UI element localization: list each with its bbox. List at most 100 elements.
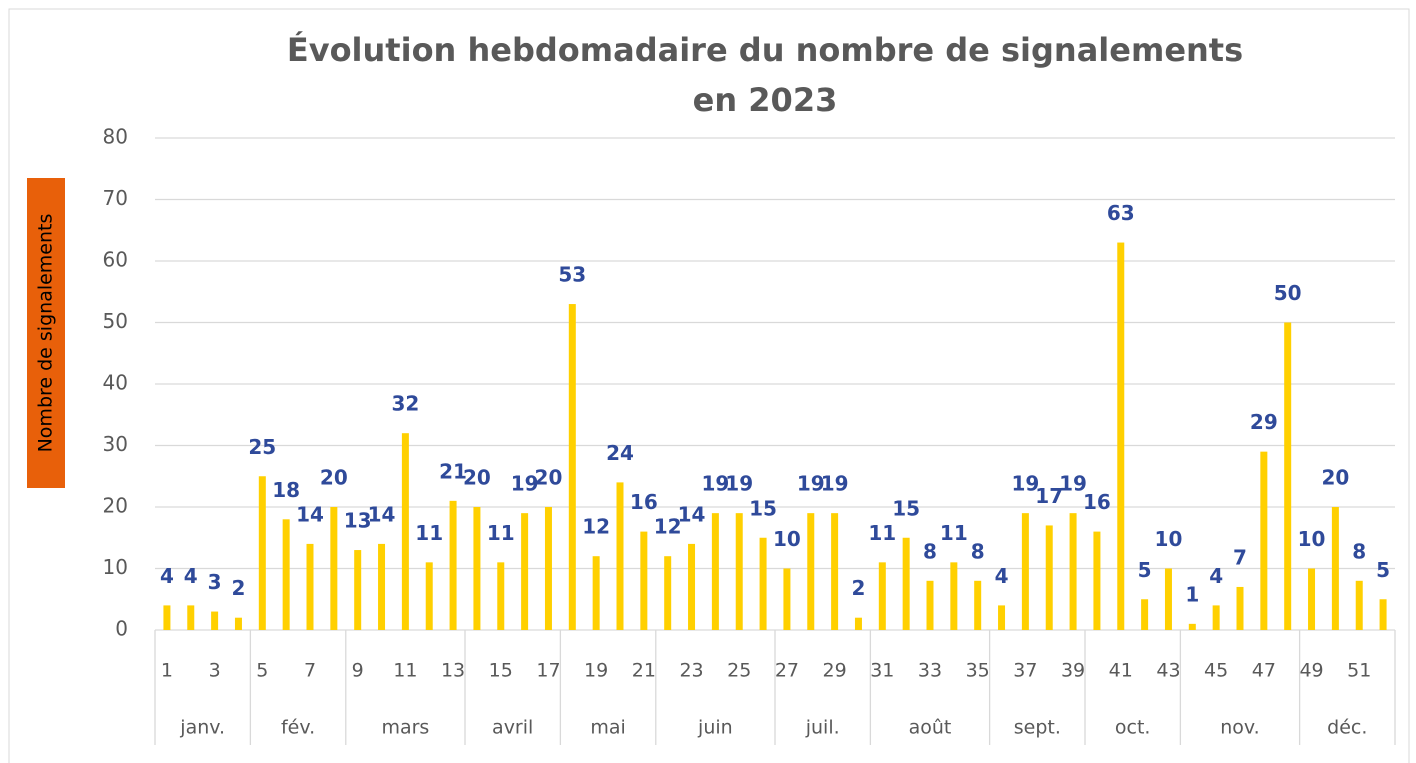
bar (306, 543, 314, 630)
bar (1093, 531, 1101, 630)
data-label: 14 (678, 502, 706, 526)
bar (449, 500, 457, 630)
bar (258, 476, 266, 630)
data-label: 25 (248, 435, 276, 459)
data-label: 63 (1107, 201, 1135, 225)
bar (974, 580, 982, 630)
bar (878, 562, 886, 630)
y-tick-label: 20 (103, 494, 128, 518)
data-label: 14 (296, 502, 324, 526)
x-tick-label: 47 (1252, 660, 1276, 682)
data-label: 3 (208, 570, 222, 594)
y-tick-label: 70 (103, 186, 128, 210)
data-label: 32 (391, 392, 419, 416)
month-label: janv. (179, 717, 225, 739)
data-label: 20 (1321, 466, 1349, 490)
y-label-box (27, 178, 65, 488)
bar (1236, 586, 1244, 630)
x-tick-label: 23 (679, 660, 703, 682)
bar (282, 519, 290, 630)
bar (211, 611, 219, 630)
x-tick-label: 11 (393, 660, 417, 682)
data-label: 11 (868, 521, 896, 545)
bar (1331, 507, 1339, 630)
x-tick-label: 25 (727, 660, 751, 682)
bar (521, 513, 529, 630)
bar (473, 507, 481, 630)
bar (1188, 623, 1196, 630)
bar (187, 605, 195, 630)
y-tick-label: 0 (115, 617, 128, 641)
x-tick-label: 35 (966, 660, 990, 682)
data-label: 5 (1138, 558, 1152, 582)
data-label: 8 (971, 539, 985, 563)
bar (330, 507, 338, 630)
month-label: fév. (281, 717, 315, 739)
data-label: 19 (1011, 472, 1039, 496)
month-label: mai (590, 717, 625, 739)
chart-title: en 2023 (693, 81, 838, 119)
data-label: 12 (654, 515, 682, 539)
data-label: 11 (415, 521, 443, 545)
bar (664, 556, 672, 630)
month-label: août (909, 717, 952, 739)
data-label: 24 (606, 441, 634, 465)
x-tick-label: 5 (256, 660, 268, 682)
x-tick-label: 3 (209, 660, 221, 682)
x-tick-label: 21 (632, 660, 656, 682)
data-label: 20 (463, 466, 491, 490)
data-label: 16 (1083, 490, 1111, 514)
month-label: avril (492, 717, 533, 739)
data-label: 29 (1250, 410, 1278, 434)
bar (807, 513, 815, 630)
bar (1284, 322, 1292, 630)
x-tick-label: 39 (1061, 660, 1085, 682)
data-label: 11 (487, 521, 515, 545)
x-tick-label: 19 (584, 660, 608, 682)
bar (640, 531, 648, 630)
x-tick-label: 13 (441, 660, 465, 682)
chart-title: Évolution hebdomadaire du nombre de sign… (287, 31, 1243, 69)
data-label: 10 (1155, 527, 1183, 551)
x-tick-label: 45 (1204, 660, 1228, 682)
data-label: 21 (439, 459, 467, 483)
bar (711, 513, 719, 630)
x-tick-label: 41 (1109, 660, 1133, 682)
bar (616, 482, 624, 630)
x-tick-label: 15 (489, 660, 513, 682)
y-tick-label: 30 (103, 432, 128, 456)
bar (425, 562, 433, 630)
y-tick-label: 40 (103, 371, 128, 395)
y-tick-label: 10 (103, 555, 128, 579)
bar (854, 617, 862, 630)
x-tick-label: 43 (1156, 660, 1180, 682)
bar (1260, 451, 1268, 630)
bar (831, 513, 839, 630)
data-label: 13 (344, 509, 372, 533)
bar (735, 513, 743, 630)
x-tick-label: 17 (536, 660, 560, 682)
bar (1069, 513, 1077, 630)
chart-frame (8, 8, 1410, 763)
data-label: 19 (511, 472, 539, 496)
bar (783, 568, 791, 630)
y-tick-label: 60 (103, 248, 128, 272)
data-label: 18 (272, 478, 300, 502)
data-label: 16 (630, 490, 658, 514)
bar (544, 507, 552, 630)
month-label: juin (697, 717, 733, 739)
x-tick-label: 9 (352, 660, 364, 682)
data-label: 14 (368, 502, 396, 526)
data-label: 15 (749, 496, 777, 520)
bar (688, 543, 696, 630)
x-tick-label: 1 (161, 660, 173, 682)
data-label: 8 (923, 539, 937, 563)
bar (163, 605, 171, 630)
data-label: 4 (184, 564, 198, 588)
data-label: 20 (535, 466, 563, 490)
x-tick-label: 31 (870, 660, 894, 682)
data-label: 10 (1298, 527, 1326, 551)
bar (950, 562, 958, 630)
data-label: 19 (701, 472, 729, 496)
data-label: 50 (1274, 281, 1302, 305)
